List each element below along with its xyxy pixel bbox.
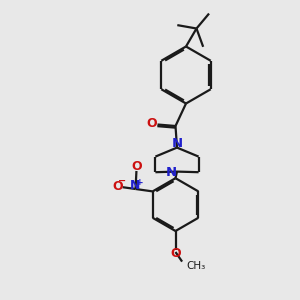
Text: O: O	[131, 160, 142, 173]
Text: O: O	[170, 247, 181, 260]
Text: CH₃: CH₃	[187, 261, 206, 271]
Text: N: N	[171, 137, 183, 150]
Text: −: −	[118, 176, 126, 186]
Text: N: N	[130, 178, 141, 192]
Text: O: O	[112, 179, 122, 193]
Text: +: +	[136, 178, 144, 187]
Text: O: O	[147, 117, 158, 130]
Text: N: N	[166, 166, 177, 179]
